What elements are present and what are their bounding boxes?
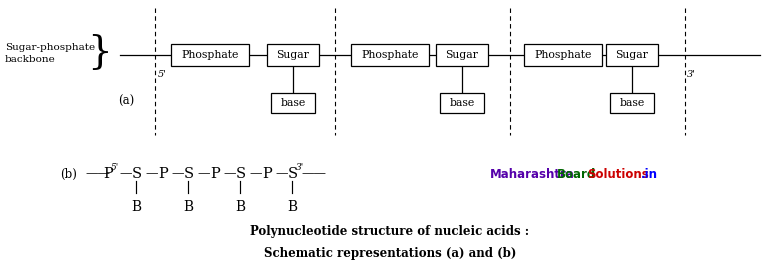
Text: backbone: backbone [5,56,55,64]
Text: —: — [249,167,261,181]
FancyBboxPatch shape [524,44,602,66]
FancyBboxPatch shape [440,93,484,113]
Text: ——: —— [301,167,326,181]
Text: Sugar: Sugar [615,50,648,60]
Text: B: B [235,200,245,214]
Text: —: — [119,167,132,181]
Text: S: S [236,167,246,181]
Text: —: — [275,167,288,181]
Text: Sugar-phosphate: Sugar-phosphate [5,42,95,52]
Text: S: S [288,167,298,181]
Text: Solutions: Solutions [587,167,648,181]
Text: 3': 3' [687,70,696,79]
Text: base: base [280,98,306,108]
Text: (a): (a) [118,95,134,108]
Text: Board: Board [557,167,596,181]
Text: }: } [87,35,112,72]
Text: —: — [145,167,158,181]
Text: ——: —— [85,167,110,181]
Text: P: P [103,167,113,181]
Text: B: B [131,200,141,214]
FancyBboxPatch shape [606,44,658,66]
Text: Maharashtra: Maharashtra [490,167,575,181]
Text: P: P [262,167,271,181]
Text: S: S [132,167,142,181]
Text: P: P [158,167,168,181]
FancyBboxPatch shape [610,93,654,113]
Text: base: base [619,98,644,108]
Text: Polynucleotide structure of nucleic acids :: Polynucleotide structure of nucleic acid… [250,226,530,238]
Text: Phosphate: Phosphate [181,50,239,60]
FancyBboxPatch shape [171,44,249,66]
Text: 5': 5' [158,70,167,79]
Text: Schematic representations (a) and (b): Schematic representations (a) and (b) [264,247,516,259]
Text: 3': 3' [296,164,304,173]
Text: —: — [171,167,183,181]
Text: —: — [223,167,236,181]
Text: (b): (b) [60,167,77,181]
FancyBboxPatch shape [267,44,319,66]
FancyBboxPatch shape [271,93,315,113]
Text: —: — [197,167,210,181]
Text: 5': 5' [111,164,119,173]
FancyBboxPatch shape [351,44,429,66]
Text: B: B [287,200,297,214]
Text: .in: .in [641,167,658,181]
Text: B: B [183,200,193,214]
Text: Sugar: Sugar [445,50,478,60]
Text: Sugar: Sugar [277,50,310,60]
FancyBboxPatch shape [436,44,488,66]
Text: S: S [184,167,194,181]
Text: P: P [210,167,220,181]
Text: Phosphate: Phosphate [534,50,592,60]
Text: Phosphate: Phosphate [361,50,419,60]
Text: base: base [449,98,474,108]
